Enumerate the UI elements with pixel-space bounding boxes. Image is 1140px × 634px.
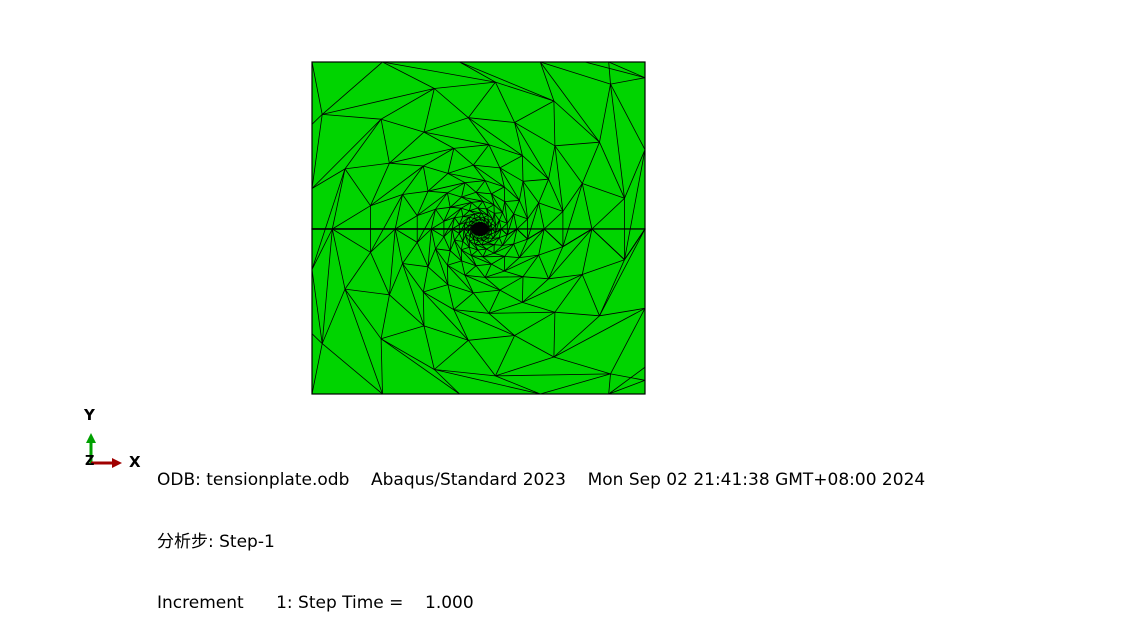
increment-info-line: Increment 1: Step Time = 1.000: [157, 593, 925, 614]
coordinate-triad: Y Z X: [80, 405, 150, 475]
odb-info-block: ODB: tensionplate.odb Abaqus/Standard 20…: [157, 429, 925, 634]
x-arrow-head: [112, 458, 122, 468]
x-axis-label: X: [129, 453, 141, 471]
step-info-line: 分析步: Step-1: [157, 532, 925, 553]
z-axis-label: Z: [85, 454, 94, 469]
y-arrow-head: [86, 433, 96, 443]
mesh-edge: [447, 265, 448, 284]
odb-info-line: ODB: tensionplate.odb Abaqus/Standard 20…: [157, 470, 925, 491]
